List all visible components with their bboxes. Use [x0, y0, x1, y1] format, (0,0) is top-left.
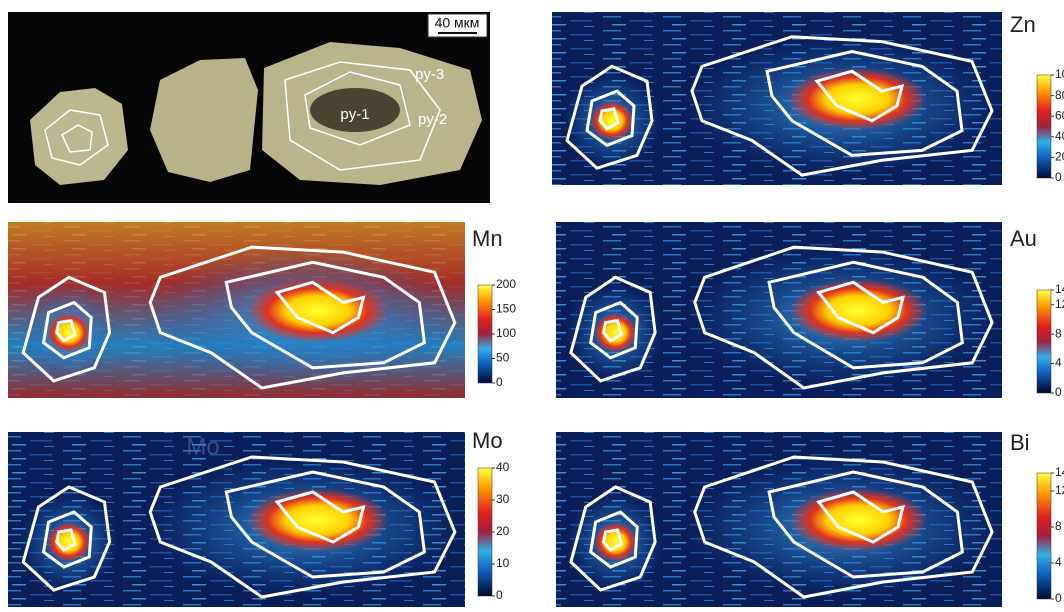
colorbar-tick-label: 4: [1055, 555, 1062, 569]
map-hotspot: [789, 488, 928, 552]
map-hotspot: [47, 522, 92, 562]
map-hotspot: [787, 67, 927, 130]
zone-label: py-2: [418, 111, 447, 128]
zone-label: py-1: [340, 106, 369, 123]
element-label: Mo: [472, 428, 503, 453]
colorbar-tick-label: 14: [1055, 282, 1064, 296]
colorbar-tick-label: 0: [1055, 170, 1062, 184]
map-hotspot: [594, 313, 638, 353]
colorbar-tick-label: 8: [1055, 519, 1062, 533]
element-label: Bi: [1010, 430, 1030, 455]
colorbar-tick-label: 0: [1055, 385, 1062, 399]
colorbar-tick-label: 50: [496, 351, 510, 365]
colorbar-tick-label: 20: [1055, 150, 1064, 164]
scale-bar-label: 40 мкм: [435, 15, 480, 31]
element-map: Au 0 4 8 1214: [556, 222, 1064, 399]
colorbar: [1037, 75, 1051, 178]
colorbar: [1037, 290, 1051, 393]
zone-label: py-3: [415, 66, 444, 83]
colorbar: [478, 468, 492, 596]
colorbar-tick-label: 4: [1055, 356, 1062, 370]
colorbar-tick-label: 40: [496, 460, 510, 474]
colorbar-tick-label: 12: [1055, 483, 1064, 497]
map-hotspot: [590, 101, 634, 141]
colorbar-tick-label: 8: [1055, 326, 1062, 340]
figure: py-1 py-2 py-3 40 мкм Zn020406080100Mn05…: [0, 0, 1064, 607]
map-hotspot: [594, 522, 638, 562]
element-label: Zn: [1010, 12, 1036, 37]
colorbar-tick-label: 0: [496, 588, 503, 602]
overlay-label: Mo: [186, 433, 219, 460]
colorbar-tick-label: 30: [496, 492, 510, 506]
colorbar-tick-label: 0: [1055, 591, 1062, 605]
colorbar-tick-label: 40: [1055, 129, 1064, 143]
element-map: Mn 0 50 100 150 200: [8, 222, 516, 398]
element-map: Mo Mo 0 10 20 30 40: [8, 428, 510, 607]
colorbar-tick-label: 60: [1055, 108, 1064, 122]
element-map: Bi 0 4 8 12 14: [556, 430, 1064, 607]
colorbar: [478, 285, 492, 383]
photo-panel: py-1 py-2 py-3 40 мкм: [8, 12, 490, 203]
element-label: Au: [1010, 226, 1037, 251]
colorbar-tick-label: 12: [1055, 297, 1064, 311]
colorbar: [1037, 473, 1051, 599]
colorbar-tick-label: 100: [1055, 67, 1064, 81]
map-hotspot: [789, 278, 928, 342]
colorbar-tick-label: 80: [1055, 88, 1064, 102]
colorbar-tick-label: 20: [496, 524, 510, 538]
colorbar-tick-label: 200: [496, 277, 516, 291]
element-label: Mn: [472, 226, 503, 251]
colorbar-tick-label: 14: [1055, 465, 1064, 479]
element-map: Zn 0 20 40 60 80 100: [552, 12, 1064, 185]
colorbar-tick-label: 10: [496, 556, 510, 570]
map-hotspot: [247, 278, 389, 342]
map-hotspot: [247, 488, 389, 552]
map-hotspot: [47, 313, 92, 353]
colorbar-tick-label: 0: [496, 375, 503, 389]
colorbar-tick-label: 100: [496, 326, 516, 340]
colorbar-tick-label: 150: [496, 302, 516, 316]
